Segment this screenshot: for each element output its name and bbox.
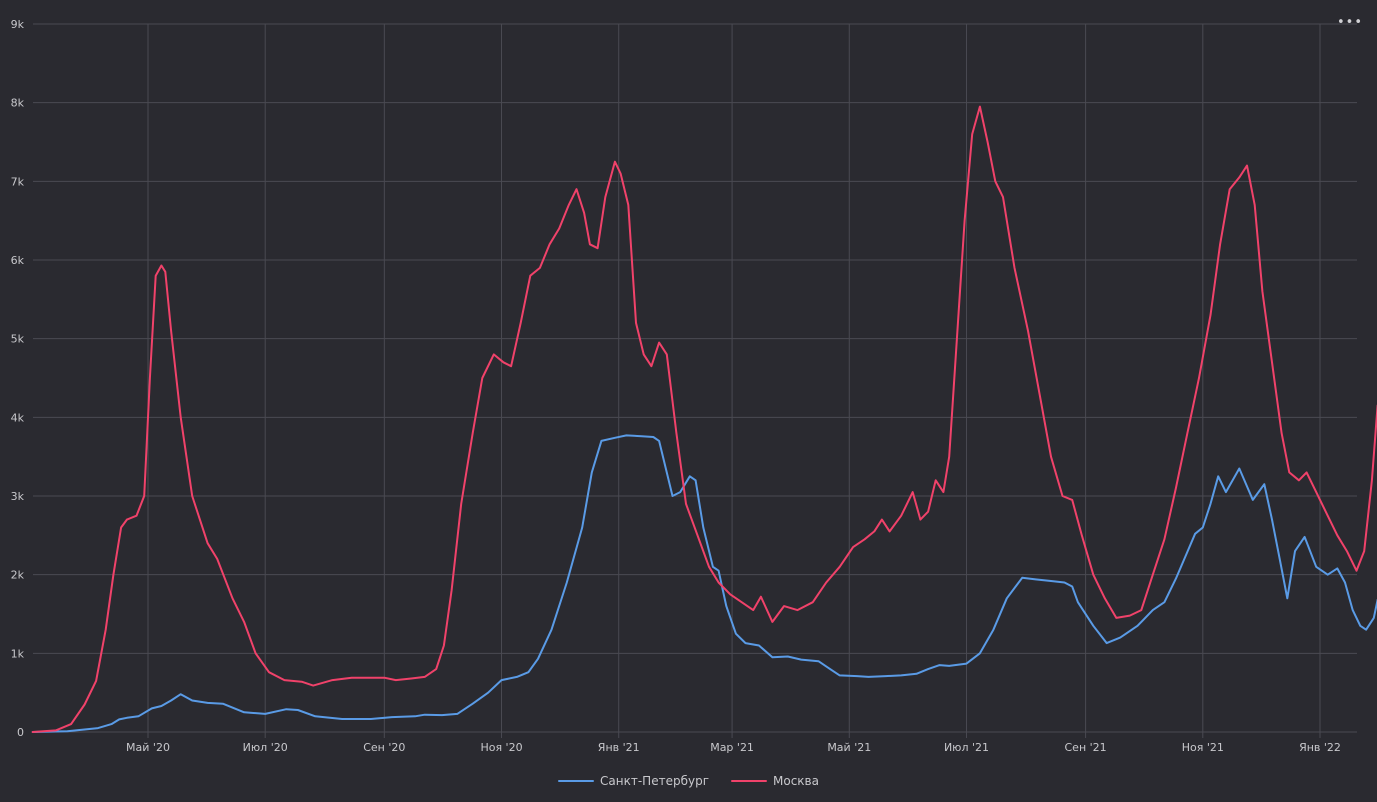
legend-swatch-msk: [731, 780, 767, 782]
x-tick-label: Июл '21: [944, 741, 989, 754]
legend-label-spb: Санкт-Петербург: [600, 774, 709, 788]
x-tick-label: Ноя '21: [1182, 741, 1224, 754]
legend-label-msk: Москва: [773, 774, 819, 788]
x-tick-label: Ноя '20: [480, 741, 522, 754]
x-tick-label: Май '21: [827, 741, 871, 754]
x-tick-label: Янв '22: [1299, 741, 1341, 754]
x-tick-label: Май '20: [126, 741, 170, 754]
y-tick-label: 0: [17, 726, 24, 739]
y-tick-label: 1k: [11, 647, 25, 660]
series-lines[interactable]: [31, 105, 1377, 733]
more-options-icon: •••: [1337, 15, 1364, 30]
y-tick-label: 8k: [11, 97, 25, 110]
y-tick-label: 7k: [11, 175, 25, 188]
y-tick-label: 3k: [11, 490, 25, 503]
grid: [33, 23, 1357, 733]
x-tick-label: Мар '21: [710, 741, 754, 754]
x-tick-label: Сен '21: [1065, 741, 1107, 754]
legend-item-spb[interactable]: Санкт-Петербург: [558, 774, 709, 788]
series-line-spb[interactable]: [31, 434, 1377, 733]
y-tick-label: 9k: [11, 18, 25, 31]
legend-item-msk[interactable]: Москва: [731, 774, 819, 788]
y-axis-ticks: 0 1k 2k 3k 4k 5k 6k 7k 8k 9k: [11, 18, 25, 739]
legend: Санкт-Петербург Москва: [0, 772, 1377, 790]
x-tick-label: Июл '20: [243, 741, 288, 754]
y-tick-label: 5k: [11, 333, 25, 346]
series-line-msk[interactable]: [31, 105, 1377, 733]
y-tick-label: 2k: [11, 569, 25, 582]
legend-swatch-spb: [558, 780, 595, 782]
x-tick-label: Сен '20: [363, 741, 405, 754]
y-tick-label: 4k: [11, 411, 25, 424]
y-tick-label: 6k: [11, 254, 25, 267]
x-tick-label: Янв '21: [598, 741, 640, 754]
chart-menu-button[interactable]: •••: [1337, 16, 1362, 32]
x-axis-ticks: Май '20 Июл '20 Сен '20 Ноя '20 Янв '21 Мар '…: [126, 732, 1341, 754]
